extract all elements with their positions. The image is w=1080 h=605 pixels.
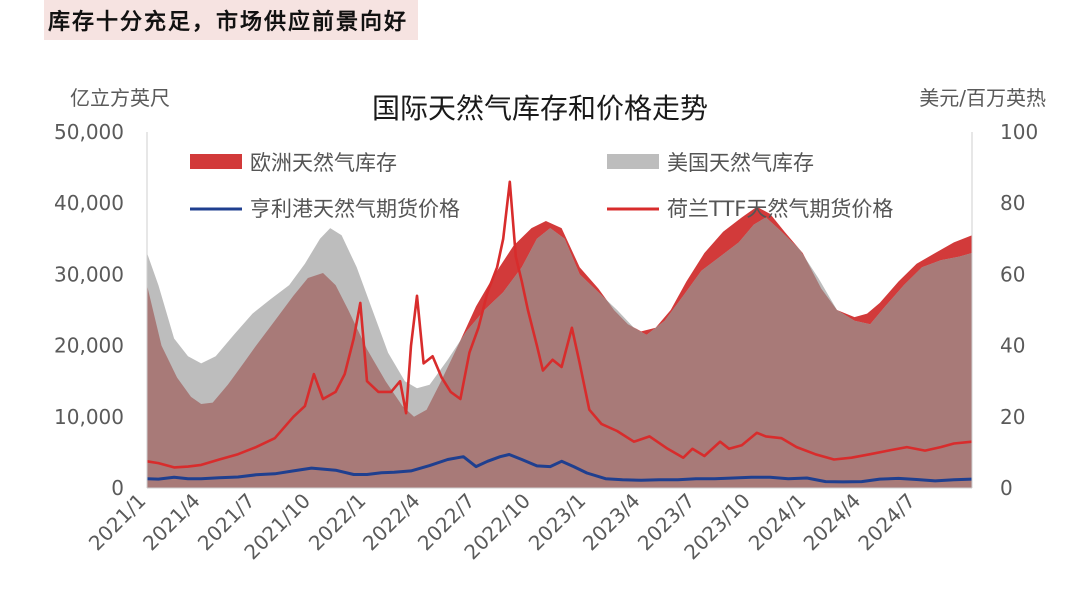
- line-hh-price: [146, 453, 973, 484]
- right-tick-label: 80: [1000, 191, 1025, 215]
- legend-label-us-inventory: 美国天然气库存: [667, 151, 814, 175]
- left-tick-label: 20,000: [54, 334, 124, 358]
- left-axis-unit: 亿立方英尺: [70, 86, 170, 110]
- chart-title: 国际天然气库存和价格走势: [372, 92, 708, 125]
- line-layer: [146, 180, 973, 484]
- area-layer: [147, 206, 972, 489]
- right-tick-labels: 0 20 40 60 80 100: [1000, 120, 1038, 500]
- x-tick-label: 2024/1: [744, 489, 811, 556]
- legend-label-ttf-price: 荷兰TTF天然气期货价格: [667, 197, 893, 221]
- left-tick-label: 30,000: [54, 262, 124, 286]
- area-overlap: [147, 217, 972, 488]
- right-tick-label: 100: [1000, 120, 1038, 144]
- section-heading: 库存十分充足，市场供应前景向好: [44, 0, 419, 40]
- x-tick-label: 2024/4: [799, 489, 866, 556]
- right-tick-label: 60: [1000, 262, 1025, 286]
- left-tick-label: 0: [111, 476, 124, 500]
- right-tick-label: 20: [1000, 405, 1025, 429]
- left-tick-labels: 0 10,000 20,000 30,000 40,000 50,000: [54, 120, 124, 500]
- left-tick-label: 40,000: [54, 191, 124, 215]
- legend-swatch-eu-inventory: [190, 154, 242, 169]
- right-tick-label: 40: [1000, 334, 1025, 358]
- x-tick-label: 2022/4: [358, 489, 425, 556]
- legend-label-eu-inventory: 欧洲天然气库存: [250, 151, 397, 175]
- left-tick-label: 10,000: [54, 405, 124, 429]
- legend-swatch-us-inventory: [607, 154, 659, 169]
- right-axis-unit: 美元/百万英热: [919, 86, 1046, 110]
- right-tick-label: 0: [1000, 476, 1013, 500]
- x-tick-labels: 2021/12021/42021/72021/102022/12022/4202…: [84, 489, 920, 565]
- line-ttf-price: [146, 180, 973, 469]
- x-tick-label: 2021/4: [138, 489, 205, 556]
- legend-label-hh-price: 亨利港天然气期货价格: [250, 197, 460, 221]
- legend: 欧洲天然气库存 美国天然气库存 亨利港天然气期货价格 荷兰TTF天然气期货价格: [190, 151, 893, 221]
- x-tick-label: 2023/1: [524, 489, 591, 556]
- x-tick-label: 2024/7: [853, 489, 920, 556]
- x-tick-label: 2022/1: [304, 489, 371, 556]
- left-tick-label: 50,000: [54, 120, 124, 144]
- x-tick-label: 2023/4: [578, 489, 645, 556]
